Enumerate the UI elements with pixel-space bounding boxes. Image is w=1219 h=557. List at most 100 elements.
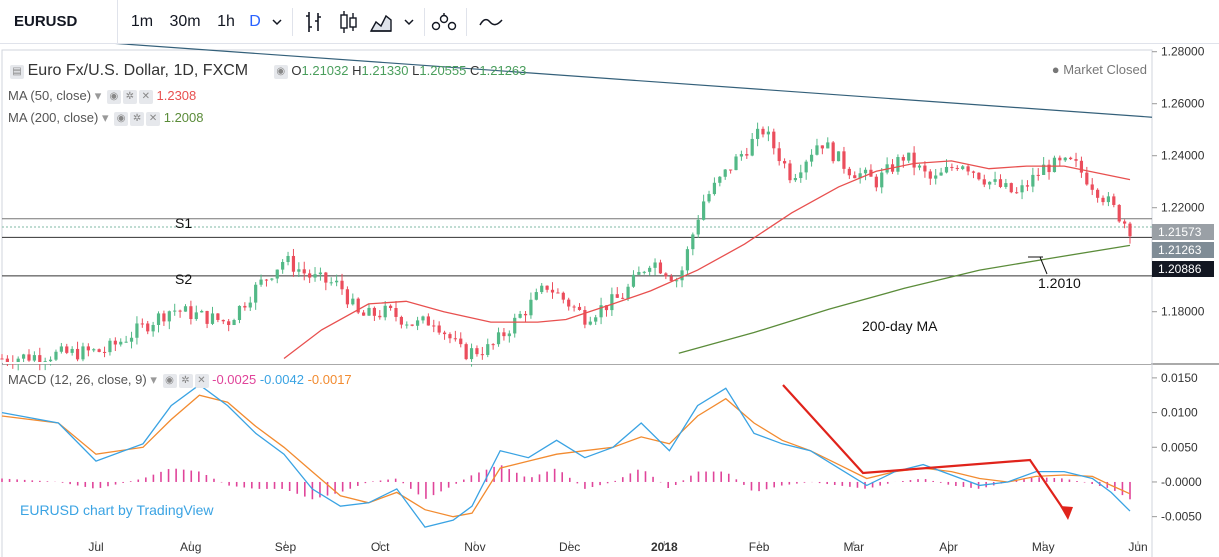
candle-body: [383, 305, 387, 318]
candle-body: [826, 142, 830, 149]
label-target: 1.2010: [1038, 275, 1081, 291]
candle-body: [594, 317, 598, 322]
top-toolbar: EURUSD 1m 30m 1h D: [0, 0, 1219, 44]
x-tick-label: 2018: [651, 540, 678, 554]
candle-body: [901, 157, 905, 161]
candle-body: [847, 168, 851, 176]
candle-body: [809, 154, 814, 162]
candle-body: [804, 161, 808, 173]
candles-icon[interactable]: [336, 0, 360, 44]
chart-type-chevron-down-icon[interactable]: [400, 0, 418, 44]
candle-body: [1096, 189, 1100, 198]
candle-body: [880, 172, 884, 188]
low-label: L: [412, 63, 420, 78]
candle-body: [48, 359, 53, 362]
trendline[interactable]: [60, 44, 1153, 118]
candle-body: [237, 305, 242, 321]
divergence-arrow[interactable]: [782, 384, 1069, 517]
x-tick-label: Jun: [1128, 540, 1147, 554]
eye-icon[interactable]: ◉: [114, 111, 129, 126]
chart-svg[interactable]: Jul Aug Sep Oct Nov Dec 2018 Feb Mar Apr May Jun 1.2…: [0, 44, 1219, 557]
watermark[interactable]: EURUSD chart by TradingView: [20, 502, 214, 518]
candle-body: [432, 325, 436, 327]
candle-body: [102, 351, 107, 353]
signal-line[interactable]: [1, 394, 1131, 518]
candle-body: [1106, 196, 1111, 203]
eye-icon[interactable]: ◉: [106, 89, 121, 104]
settings-gear-icon[interactable]: ✲: [122, 89, 137, 104]
candle-body: [27, 354, 31, 361]
chevron-down-icon[interactable]: ▾: [94, 88, 102, 103]
candle-body: [1112, 196, 1116, 205]
x-tick-label: Oct: [371, 540, 390, 554]
candle-body: [642, 271, 646, 273]
settings-gear-icon[interactable]: ✲: [130, 111, 145, 126]
candle-body: [734, 156, 738, 171]
indicators-icon[interactable]: [430, 0, 458, 44]
compare-icon[interactable]: [476, 0, 506, 44]
candle-body: [345, 289, 350, 305]
close-icon[interactable]: ✕: [194, 373, 209, 388]
candle-body: [442, 332, 447, 335]
candle-body: [399, 316, 403, 325]
price-tag-last: 1.21263: [1152, 242, 1214, 258]
candle-body: [367, 307, 371, 316]
macd-line[interactable]: [1, 383, 1131, 528]
area-chart-icon[interactable]: [368, 0, 394, 44]
candle-body: [1031, 174, 1035, 187]
candle-body: [648, 267, 652, 272]
interval-chevron-down-icon[interactable]: [268, 0, 286, 44]
candle-body: [259, 279, 263, 285]
candle-body: [934, 175, 938, 179]
candle-body: [281, 262, 285, 270]
candle-body: [556, 292, 560, 294]
interval-1h[interactable]: 1h: [217, 13, 235, 30]
candle-body: [815, 145, 819, 155]
candle-body: [858, 173, 862, 179]
candle-body: [831, 142, 835, 162]
candle-body: [507, 333, 511, 337]
candle-body: [707, 194, 711, 202]
interval-1m[interactable]: 1m: [130, 13, 154, 30]
ma50-line[interactable]: [283, 160, 1131, 360]
chevron-down-icon[interactable]: ▾: [101, 110, 109, 125]
candle-body: [572, 306, 576, 308]
candle-body: [534, 292, 538, 300]
candle-body: [912, 152, 916, 168]
candle-body: [318, 272, 323, 275]
candle-body: [799, 172, 803, 179]
candle-body: [0, 358, 4, 360]
ma200-line[interactable]: [678, 244, 1131, 354]
price-tag-level: 1.20886: [1152, 261, 1214, 277]
candle-body: [766, 131, 770, 135]
candle-body: [146, 323, 150, 332]
candle-body: [216, 313, 220, 320]
settings-gear-icon[interactable]: ✲: [178, 373, 193, 388]
label-s1: S1: [175, 215, 192, 231]
chevron-down-icon[interactable]: ▾: [150, 372, 157, 387]
candle-body: [772, 131, 776, 149]
candle-body: [156, 313, 161, 325]
collapse-icon[interactable]: ▤: [10, 64, 24, 79]
bar-chart-icon[interactable]: [302, 0, 326, 44]
y-tick-label: 1.28000: [1161, 45, 1205, 59]
macd-y-tick-label: 0.0100: [1161, 406, 1198, 420]
candle-body: [410, 324, 414, 326]
close-icon[interactable]: ✕: [138, 89, 153, 104]
visibility-eye-icon[interactable]: ◉: [273, 64, 288, 79]
chart-area[interactable]: Jul Aug Sep Oct Nov Dec 2018 Feb Mar Apr May Jun 1.2…: [0, 44, 1219, 557]
candle-body: [615, 294, 619, 298]
ma200-value: 1.2008: [163, 110, 204, 125]
interval-30m[interactable]: 30m: [169, 13, 201, 30]
candle-body: [988, 181, 992, 185]
symbol-search[interactable]: EURUSD: [0, 0, 118, 44]
candle-body: [610, 294, 614, 311]
interval-d[interactable]: D: [249, 13, 261, 30]
candle-body: [54, 351, 58, 360]
close-icon[interactable]: ✕: [146, 111, 161, 126]
eye-icon[interactable]: ◉: [162, 373, 177, 388]
candle-body: [550, 289, 555, 293]
candle-body: [1069, 157, 1073, 160]
candle-body: [97, 349, 101, 352]
candle-body: [221, 319, 225, 322]
